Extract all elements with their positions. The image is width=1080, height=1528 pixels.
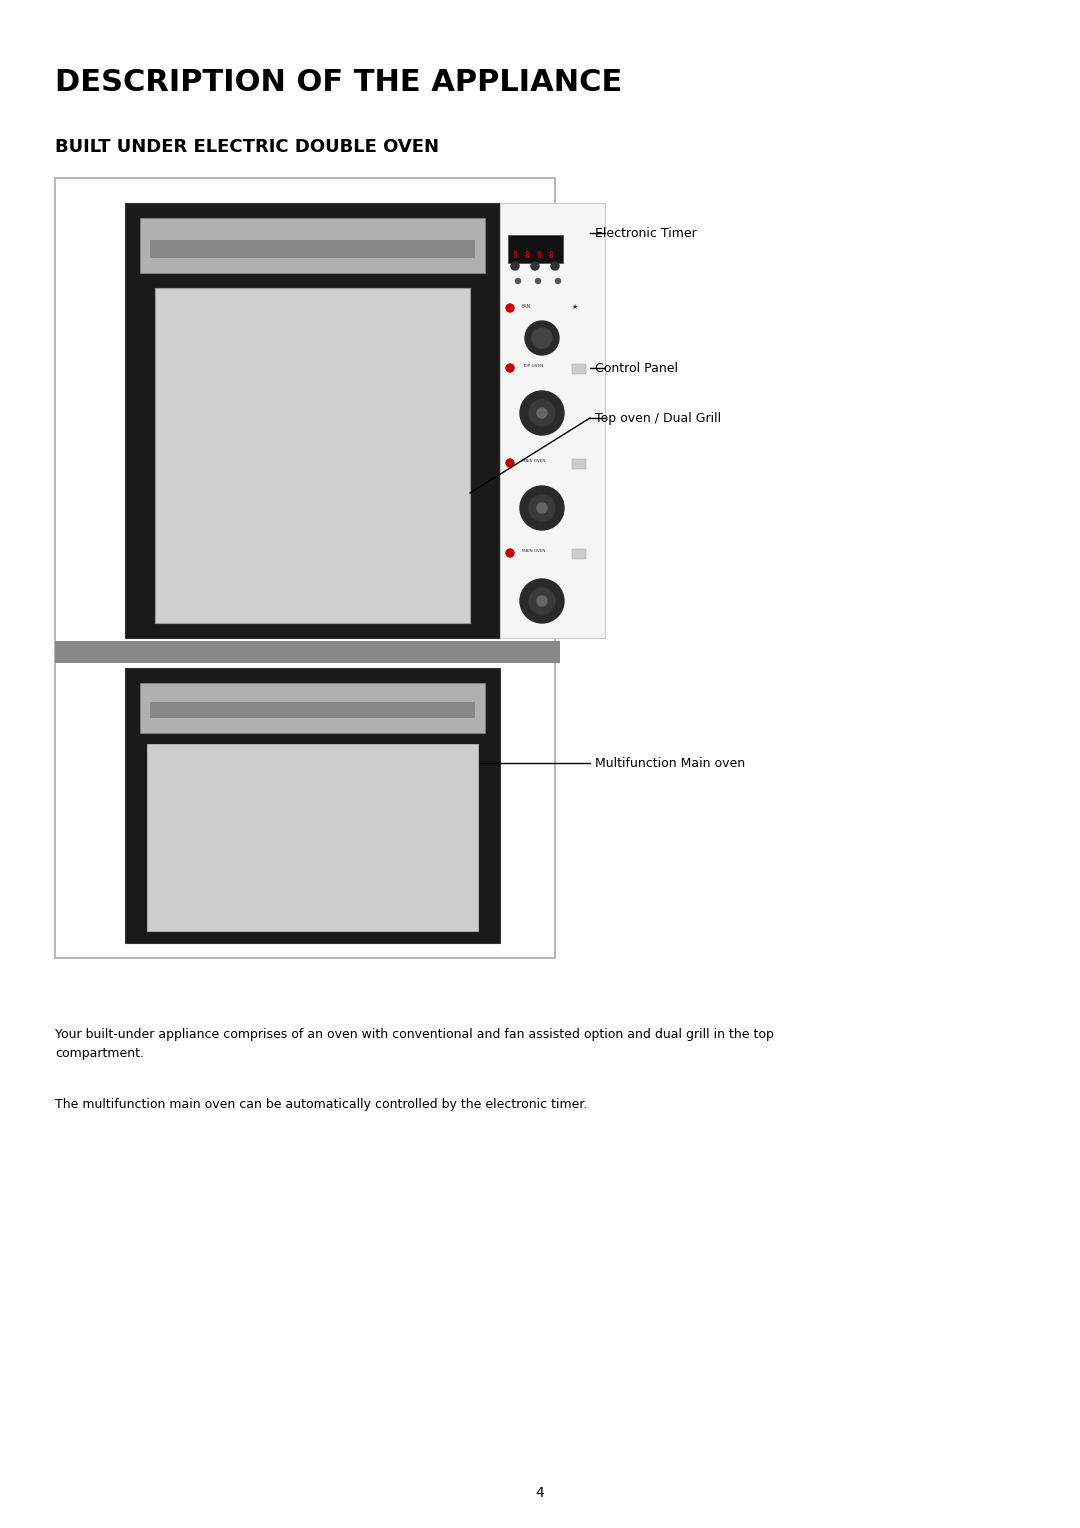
Text: Top oven / Dual Grill: Top oven / Dual Grill (595, 411, 721, 425)
Circle shape (507, 458, 514, 468)
Text: 8: 8 (537, 251, 541, 260)
Circle shape (519, 391, 564, 435)
Bar (140, 219, 485, 274)
Circle shape (507, 549, 514, 558)
Text: Control Panel: Control Panel (595, 362, 678, 374)
Text: BUILT UNDER ELECTRIC DOUBLE OVEN: BUILT UNDER ELECTRIC DOUBLE OVEN (55, 138, 438, 156)
Text: FAN: FAN (522, 304, 531, 310)
Circle shape (525, 321, 559, 354)
Circle shape (531, 261, 539, 270)
Bar (150, 701, 475, 718)
Bar (572, 549, 586, 559)
Bar (150, 240, 475, 258)
Bar (55, 642, 561, 663)
Circle shape (529, 400, 555, 426)
Bar (156, 287, 470, 623)
Text: 8: 8 (513, 251, 517, 260)
Bar (572, 364, 586, 374)
Bar (125, 203, 500, 639)
Circle shape (511, 261, 519, 270)
Circle shape (507, 304, 514, 312)
Circle shape (519, 486, 564, 530)
Circle shape (532, 329, 552, 348)
Text: MAIN OVEN: MAIN OVEN (522, 549, 545, 553)
Text: ZANUSSI: ZANUSSI (526, 642, 557, 648)
Text: DESCRIPTION OF THE APPLIANCE: DESCRIPTION OF THE APPLIANCE (55, 69, 622, 96)
Circle shape (537, 596, 546, 607)
Text: MAIN OVEN: MAIN OVEN (522, 458, 545, 463)
Circle shape (529, 588, 555, 614)
Bar (147, 744, 478, 931)
Text: B U I L T  I N: B U I L T I N (529, 659, 554, 662)
Text: 8: 8 (549, 251, 553, 260)
Bar (572, 458, 586, 469)
Bar (125, 668, 500, 943)
Text: Your built-under appliance comprises of an oven with conventional and fan assist: Your built-under appliance comprises of … (55, 1028, 774, 1060)
Circle shape (537, 503, 546, 513)
Circle shape (519, 579, 564, 623)
Text: 8: 8 (525, 251, 529, 260)
Text: 4: 4 (536, 1487, 544, 1500)
Circle shape (536, 278, 540, 284)
Text: Electronic Timer: Electronic Timer (595, 226, 697, 240)
Bar (500, 203, 605, 639)
Text: The multifunction main oven can be automatically controlled by the electronic ti: The multifunction main oven can be autom… (55, 1099, 588, 1111)
Bar (55, 177, 555, 958)
Text: TOP OVEN: TOP OVEN (522, 364, 543, 368)
Text: Multifunction Main oven: Multifunction Main oven (595, 756, 745, 770)
Text: ★: ★ (572, 304, 578, 310)
Circle shape (507, 364, 514, 371)
Bar (508, 235, 563, 263)
Circle shape (537, 408, 546, 419)
Circle shape (515, 278, 521, 284)
Circle shape (529, 495, 555, 521)
Bar (140, 683, 485, 733)
Circle shape (551, 261, 559, 270)
Circle shape (555, 278, 561, 284)
